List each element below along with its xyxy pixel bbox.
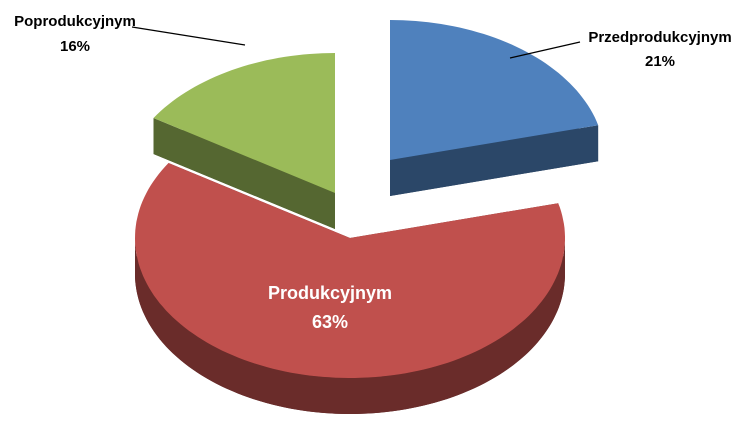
slice-value-label: 21% [645, 53, 675, 70]
slice-label: Produkcyjnym [268, 283, 392, 303]
slice [135, 163, 565, 378]
slice-label: Poprodukcyjnym [14, 13, 136, 30]
slice [153, 53, 335, 193]
slice [390, 20, 599, 160]
leader-line [131, 26, 246, 46]
slice-label: Przedprodukcyjnym [588, 29, 731, 46]
slice-value-label: 16% [60, 38, 90, 55]
slice-wall [135, 238, 565, 414]
leader-line [509, 41, 581, 59]
slice-side [390, 125, 599, 196]
slice-side [153, 118, 335, 229]
slice-value-label: 63% [312, 312, 348, 332]
